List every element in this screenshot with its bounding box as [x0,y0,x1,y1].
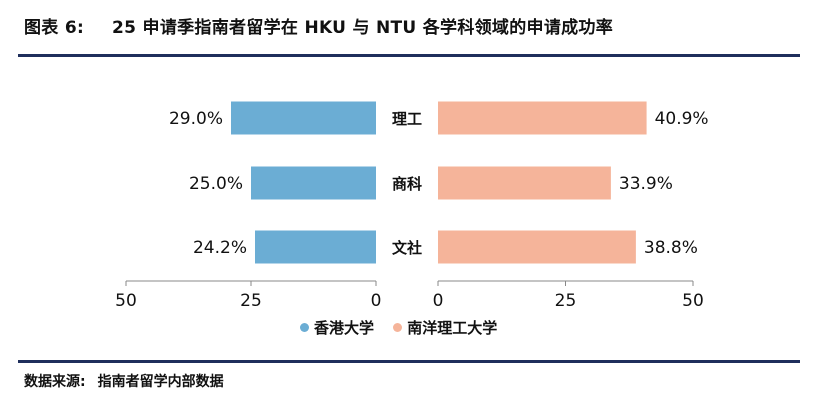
category-label-1: 商科 [392,175,422,193]
source-label: 数据来源: [24,374,86,390]
right-tick-label-1: 25 [555,291,577,311]
bottom-rule [18,360,800,363]
source-note: 数据来源: 指南者留学内部数据 [24,371,224,391]
legend-swatch-ntu [393,323,403,332]
category-label-0: 理工 [392,110,422,128]
value-label-hku-0: 29.0% [169,109,223,129]
right-tick-label-0: 0 [433,291,444,311]
bar-ntu-0 [438,101,647,135]
figure-label: 图表 6: [24,18,85,38]
bar-hku-1 [251,166,376,200]
legend-item-hku: 香港大学 [300,317,374,338]
right-tick-label-2: 50 [682,291,704,311]
value-label-hku-1: 25.0% [189,174,243,194]
bar-ntu-1 [438,166,611,200]
source-text: 指南者留学内部数据 [97,374,224,390]
value-label-ntu-2: 38.8% [644,238,698,258]
legend-item-ntu: 南洋理工大学 [393,317,497,338]
value-label-ntu-0: 40.9% [655,109,709,129]
bar-hku-2 [255,230,376,264]
category-label-2: 文社 [392,239,422,257]
left-tick-label-2: 0 [371,291,382,311]
left-tick-label-0: 50 [115,291,137,311]
figure-title: 图表 6: 25 申请季指南者留学在 HKU 与 NTU 各学科领域的申请成功率 [24,13,613,38]
figure-title-text: 25 申请季指南者留学在 HKU 与 NTU 各学科领域的申请成功率 [112,18,614,38]
top-rule [18,54,800,57]
bar-ntu-2 [438,230,636,264]
legend-label-ntu: 南洋理工大学 [407,319,498,337]
value-label-hku-2: 24.2% [193,238,247,258]
left-tick-label-1: 25 [240,291,262,311]
legend-swatch-hku [300,323,309,332]
legend-label-hku: 香港大学 [314,319,375,337]
bar-hku-0 [231,101,376,135]
chart-legend: 香港大学 南洋理工大学 [300,317,511,338]
value-label-ntu-1: 33.9% [619,174,673,194]
